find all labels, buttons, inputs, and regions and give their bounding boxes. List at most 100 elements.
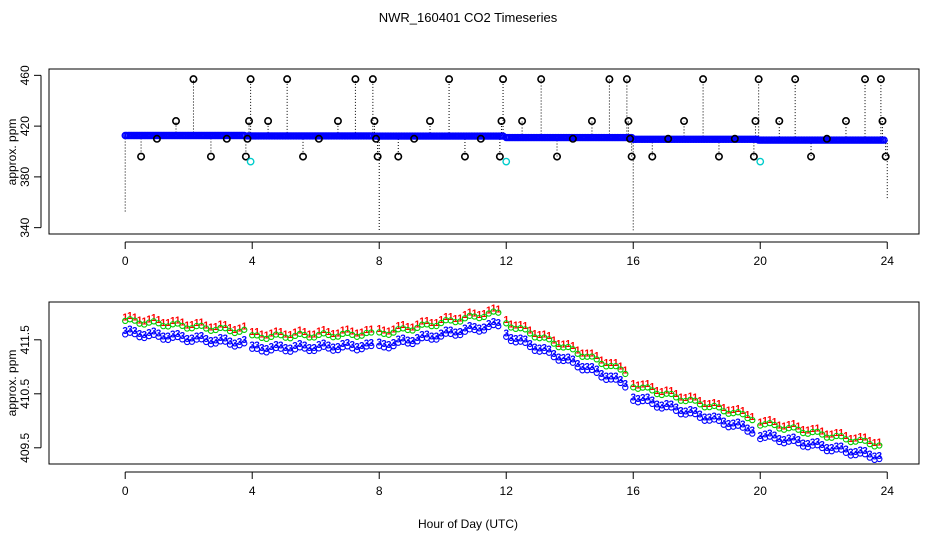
series-4-point: [253, 345, 261, 353]
series-4-point: [390, 342, 397, 350]
spike-point: [680, 117, 689, 126]
series-2-point: [277, 332, 284, 339]
spike-point: [206, 152, 215, 161]
x-tick-label: 16: [627, 254, 641, 268]
spike-point: [881, 152, 890, 161]
series-2-point: [268, 333, 275, 340]
series-4-point: [179, 336, 186, 343]
series-4-point: [739, 424, 746, 431]
series-4-point: [593, 369, 600, 377]
series-2-point: [644, 384, 651, 391]
y-tick-label: 340: [18, 217, 32, 237]
series-2-point: [310, 334, 318, 341]
top-y-axis-label: approx. ppm: [5, 119, 19, 186]
series-4-point: [174, 333, 181, 341]
spike-point: [137, 152, 146, 161]
spike-point: [333, 117, 342, 126]
series-2-point: [720, 408, 727, 415]
series-4-point: [437, 333, 445, 340]
spike-point: [699, 75, 708, 84]
series-4-point: [790, 437, 797, 445]
spike-point: [299, 152, 308, 161]
spike-point: [410, 134, 419, 143]
series-2-point: [814, 428, 821, 435]
spike-point: [714, 152, 723, 161]
spike-point: [497, 117, 506, 126]
series-4-point: [814, 442, 821, 449]
spike-point: [626, 134, 635, 143]
series-4-point: [550, 354, 558, 361]
series-2-point: [672, 394, 680, 401]
x-tick-label: 20: [754, 254, 768, 268]
spike-point: [878, 117, 887, 126]
series-2-point: [715, 404, 723, 411]
low-point: [756, 157, 765, 166]
series-4-point: [277, 345, 284, 352]
series-4-point: [545, 349, 553, 356]
series-4-point: [771, 435, 778, 442]
series-4-point: [649, 400, 656, 408]
spike-point: [222, 134, 231, 143]
x-tick-label: 0: [122, 254, 129, 268]
spike-point: [152, 134, 161, 143]
series-4-point: [287, 348, 294, 355]
y-tick-label: 380: [18, 167, 32, 187]
series-2-point: [749, 416, 756, 424]
y-tick-label: 410.5: [18, 378, 32, 408]
spike-point: [246, 75, 255, 84]
series-4-point: [819, 444, 826, 452]
series-4-point: [668, 404, 675, 411]
series-2-point: [612, 363, 619, 370]
spike-point: [426, 117, 435, 126]
spike-point: [568, 134, 577, 143]
x-tick-label: 4: [249, 484, 256, 498]
spike-point: [189, 75, 198, 84]
series-2-point: [461, 315, 469, 322]
top-drop-lines: [124, 135, 888, 231]
spike-point: [841, 117, 850, 126]
bottom-series-points: 1313131313131313131313131313131313131313…: [122, 303, 883, 464]
top-x-axis: 0 4 8 12 16 20 24: [122, 241, 894, 268]
series-4-point: [414, 338, 421, 345]
x-tick-label: 0: [122, 484, 129, 498]
series-2-point: [668, 390, 675, 398]
series-4-point: [461, 328, 469, 335]
spike-point: [553, 152, 562, 161]
series-2-point: [588, 353, 596, 360]
spike-point: [445, 75, 454, 84]
series-4-point: [241, 340, 248, 347]
low-point: [246, 157, 255, 166]
series-4-point: [131, 331, 138, 338]
series-4-point: [495, 323, 502, 330]
spike-point: [394, 152, 403, 161]
series-2-point: [593, 356, 600, 363]
series-2-point: [131, 317, 138, 324]
top-y-axis: 340 380 420 460: [18, 65, 42, 238]
series-4-point: [672, 407, 680, 414]
spike-point: [495, 152, 504, 161]
spike-point: [775, 117, 784, 126]
series-2-point: [222, 325, 229, 332]
spike-point: [245, 117, 254, 126]
series-2-point: [358, 332, 365, 339]
spike-point: [476, 134, 485, 143]
series-4-point: [866, 454, 873, 461]
series-2-point: [480, 313, 488, 321]
series-2-point: [526, 330, 534, 337]
series-4-point: [838, 446, 845, 453]
spike-point: [648, 152, 657, 161]
series-2-point: [457, 318, 464, 325]
spike-point: [314, 134, 323, 143]
series-2-point: [301, 331, 308, 339]
series-2-point: [368, 329, 375, 336]
x-tick-label: 16: [627, 484, 641, 498]
series-2-point: [198, 322, 205, 329]
series-2-point: [876, 442, 883, 449]
series-4-point: [409, 340, 416, 348]
spike-point: [754, 75, 763, 84]
series-2-point: [861, 437, 869, 444]
y-tick-label: 409.5: [18, 432, 32, 462]
series-2-point: [622, 370, 629, 378]
top-baseline-points: [121, 131, 888, 144]
